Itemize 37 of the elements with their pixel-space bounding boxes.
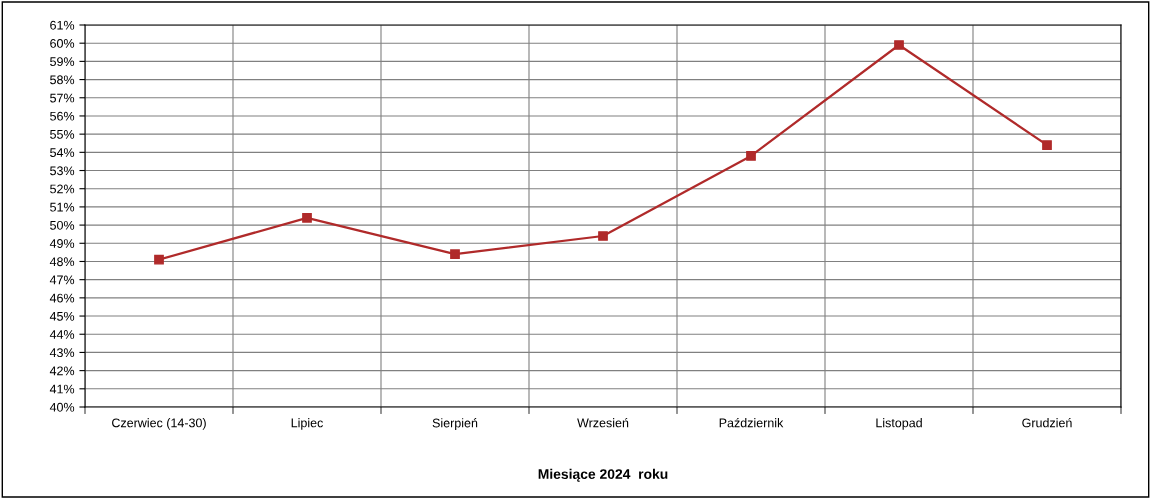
point <box>598 231 608 241</box>
y-tick-label: 55% <box>50 130 75 139</box>
x-tick-label: Listopad <box>876 418 922 430</box>
y-tick-label: 53% <box>50 166 75 176</box>
y-tick-label: 42% <box>49 366 75 376</box>
x-tick-label: Sierpień <box>432 418 478 430</box>
x-tick-label: Wrzesień <box>577 417 629 428</box>
y-tick-label: 56% <box>50 111 75 121</box>
point <box>450 249 460 260</box>
x-tick-label: Październik <box>719 417 784 428</box>
point <box>746 151 756 161</box>
x-tick-label: Czerwiec (14-30) <box>112 418 206 430</box>
y-tick-label: 54% <box>50 148 75 157</box>
y-tick-label: 48% <box>49 257 75 267</box>
y-tick-label: 60% <box>50 38 75 48</box>
point <box>1042 140 1052 150</box>
x-axis-title: Miesiące 2024 roku <box>538 468 668 482</box>
x-tick-label: Lipiec <box>291 418 323 430</box>
point <box>302 212 312 223</box>
y-tick-label: 61% <box>50 20 75 30</box>
point <box>154 254 164 265</box>
y-tick-label: 52% <box>50 184 75 194</box>
y-tick-label: 58% <box>50 75 75 85</box>
y-tick-label: 50% <box>50 220 75 230</box>
y-tick-label: 59% <box>50 57 75 67</box>
y-tick-label: 57% <box>50 93 75 103</box>
y-tick-label: 51% <box>50 202 75 212</box>
y-tick-label: 49% <box>49 239 75 248</box>
y-tick-label: 43% <box>49 348 75 358</box>
y-tick-label: 41% <box>49 384 75 394</box>
point <box>894 40 904 50</box>
y-tick-label: 47% <box>49 275 75 285</box>
y-tick-label: 40% <box>49 402 75 412</box>
y-tick-label: 46% <box>49 293 75 303</box>
x-tick-label: Grudzień <box>1022 417 1072 428</box>
y-tick-label: 44% <box>49 330 75 339</box>
y-tick-label: 45% <box>49 311 75 321</box>
